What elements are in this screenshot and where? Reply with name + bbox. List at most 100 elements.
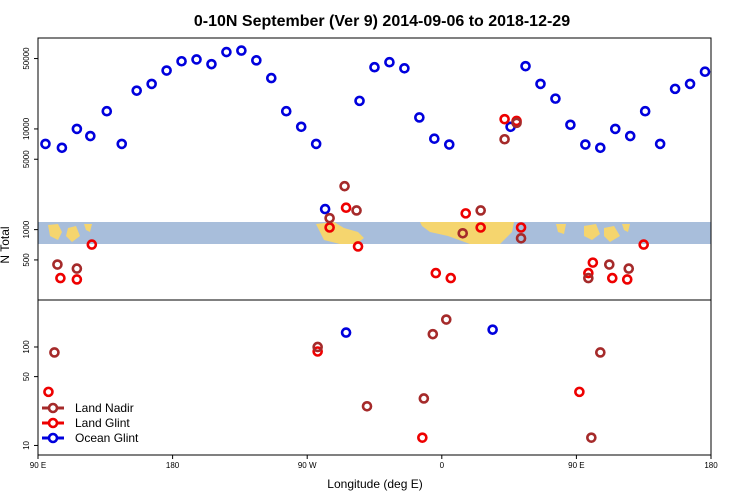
point-ocean-glint [443, 139, 455, 150]
point-land-glint [340, 202, 352, 214]
y-tick-label: 50000 [22, 47, 31, 70]
point-ocean-glint [520, 60, 531, 72]
point-land-nadir [361, 400, 373, 412]
x-tick-label: 180 [166, 461, 180, 470]
point-ocean-glint [369, 61, 380, 73]
point-land-glint [574, 386, 585, 398]
y-axis-upper: 500 1000 5000 10000 50000 [22, 47, 38, 267]
x-tick-label: 90 W [298, 461, 317, 470]
point-ocean-glint [384, 56, 395, 68]
point-land-glint [352, 241, 364, 252]
point-ocean-glint [565, 119, 576, 131]
legend-label-ocean-glint: Ocean Glint [75, 431, 139, 445]
point-ocean-glint [310, 138, 322, 150]
point-land-glint [71, 274, 83, 285]
point-ocean-glint [236, 45, 247, 56]
x-axis: 90 E 180 90 W 0 90 E 180 [30, 455, 718, 470]
point-ocean-glint [40, 138, 51, 150]
map-land-islands-right [622, 224, 630, 232]
point-land-glint [499, 113, 510, 125]
point-ocean-glint [221, 46, 232, 58]
point-land-nadir [499, 133, 510, 145]
point-land-glint [460, 208, 472, 219]
point-ocean-glint [206, 58, 217, 70]
x-axis-label: Longitude (deg E) [327, 477, 422, 491]
point-ocean-glint [609, 123, 621, 135]
legend-label-land-glint: Land Glint [75, 416, 130, 430]
point-ocean-glint [624, 130, 636, 142]
point-ocean-glint [684, 78, 696, 90]
point-land-glint [86, 239, 98, 250]
point-land-glint [515, 222, 527, 233]
point-ocean-glint [176, 55, 187, 67]
map-land-sumatra [556, 224, 566, 234]
point-ocean-glint [191, 54, 202, 65]
point-ocean-glint [71, 123, 83, 135]
legend-marker-land-glint [47, 417, 59, 429]
point-ocean-glint [161, 65, 172, 76]
y-tick-label: 50 [22, 372, 31, 381]
point-land-glint [312, 346, 323, 357]
point-ocean-glint [131, 85, 143, 96]
point-land-nadir [71, 263, 83, 274]
y-tick-label: 10000 [22, 117, 31, 140]
point-land-nadir [339, 180, 350, 192]
point-land-nadir [49, 347, 60, 358]
point-land-nadir [586, 432, 597, 443]
chart-title: 0-10N September (Ver 9) 2014-09-06 to 20… [194, 13, 570, 30]
point-land-nadir [324, 212, 335, 224]
point-land-glint [475, 222, 486, 233]
x-tick-label: 0 [440, 461, 445, 470]
point-land-nadir [351, 205, 362, 216]
point-land-nadir [312, 341, 323, 353]
point-ocean-glint [580, 139, 591, 150]
point-ocean-glint [56, 142, 68, 154]
map-land-south-america [316, 222, 364, 244]
point-ocean-glint [101, 105, 113, 117]
point-ocean-glint [340, 327, 352, 338]
point-ocean-glint [116, 138, 128, 150]
map-land-new-guinea-right [604, 226, 620, 242]
y-tick-label: 10 [22, 440, 31, 449]
point-ocean-glint [354, 95, 365, 107]
point-land-glint [638, 239, 650, 250]
point-ocean-glint [550, 93, 561, 104]
upper-panel-points [40, 45, 711, 285]
point-ocean-glint [639, 105, 651, 117]
map-ocean-band [38, 222, 711, 244]
point-ocean-glint [487, 324, 498, 335]
legend-marker-ocean-glint [47, 432, 59, 444]
map-land-indonesia [48, 224, 62, 240]
point-land-glint [606, 272, 618, 284]
point-land-glint [417, 432, 428, 443]
point-land-nadir [511, 117, 522, 129]
point-ocean-glint [654, 138, 666, 150]
point-land-nadir [515, 232, 527, 244]
point-ocean-glint [595, 142, 606, 154]
point-land-glint [43, 386, 54, 398]
world-map-band [38, 222, 711, 244]
point-land-nadir [440, 314, 452, 325]
point-ocean-glint [295, 121, 307, 133]
y-tick-label: 100 [22, 340, 31, 354]
lower-panel-points [43, 314, 606, 443]
x-tick-label: 90 E [30, 461, 46, 470]
point-ocean-glint [251, 55, 262, 66]
point-ocean-glint [399, 63, 410, 74]
point-ocean-glint [85, 130, 96, 142]
point-land-nadir [604, 259, 615, 270]
lower-panel-frame [37, 299, 712, 456]
point-land-glint [583, 267, 594, 279]
point-land-glint [430, 267, 442, 279]
point-land-nadir [475, 205, 486, 216]
point-land-glint [55, 272, 66, 284]
point-ocean-glint [669, 83, 681, 95]
x-tick-label: 90 E [568, 461, 584, 470]
map-land-new-guinea [66, 226, 80, 242]
point-ocean-glint [535, 78, 546, 90]
point-ocean-glint [146, 78, 157, 90]
point-ocean-glint [414, 112, 425, 123]
point-land-nadir [583, 272, 594, 284]
legend-label-land-nadir: Land Nadir [75, 401, 134, 415]
